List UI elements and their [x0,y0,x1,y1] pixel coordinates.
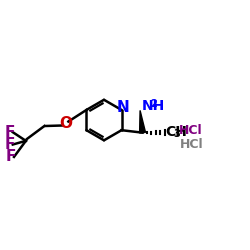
Text: HCl: HCl [180,138,203,151]
Text: N: N [116,100,129,115]
Polygon shape [140,110,145,133]
Text: NH: NH [141,99,165,113]
Text: 2: 2 [150,99,157,109]
Text: 3: 3 [174,129,180,139]
Text: F: F [4,125,15,140]
Text: F: F [6,150,16,164]
Text: F: F [4,137,15,152]
Text: HCl: HCl [178,124,202,137]
Text: CH: CH [165,125,187,139]
Text: O: O [59,116,72,131]
